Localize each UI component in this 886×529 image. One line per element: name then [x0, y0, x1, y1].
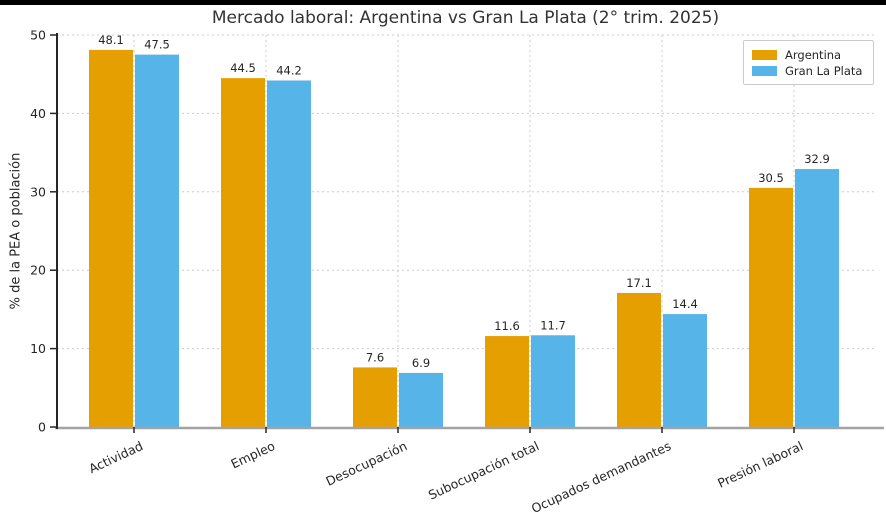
bar-gran-la-plata [795, 169, 839, 427]
bar-value-label: 11.6 [494, 319, 520, 333]
y-tick-label: 30 [30, 184, 46, 199]
legend-item-gran-la-plata: Gran La Plata [752, 63, 865, 79]
bar-gran-la-plata [399, 372, 443, 427]
legend-label-gran-la-plata: Gran La Plata [785, 64, 863, 78]
bar-value-label: 32.9 [804, 152, 830, 166]
bar-value-label: 11.7 [540, 318, 566, 332]
bar-argentina [221, 78, 265, 428]
bar-gran-la-plata [135, 54, 179, 427]
bar-value-label: 7.6 [366, 350, 384, 364]
legend-swatch-gran-la-plata [752, 66, 777, 76]
bar-argentina [485, 336, 529, 427]
y-tick-label: 50 [30, 28, 46, 43]
x-category-label: Desocupación [323, 438, 409, 489]
bar-argentina [749, 187, 793, 427]
bar-value-label: 30.5 [758, 171, 784, 185]
legend: Argentina Gran La Plata [743, 40, 874, 85]
bar-gran-la-plata [267, 80, 311, 428]
bar-value-label: 6.9 [412, 356, 430, 370]
chart-title: Mercado laboral: Argentina vs Gran La Pl… [211, 8, 720, 28]
bar-value-label: 48.1 [98, 33, 124, 47]
bar-value-label: 44.2 [276, 63, 302, 77]
x-category-label: Actividad [86, 438, 145, 476]
bar-value-label: 44.5 [230, 61, 256, 75]
y-tick-label: 10 [30, 341, 46, 356]
legend-label-argentina: Argentina [785, 48, 842, 62]
top-border-strip [0, 0, 886, 5]
legend-swatch-argentina [752, 50, 777, 60]
bar-gran-la-plata [531, 335, 575, 427]
bar-argentina [353, 367, 397, 427]
bar-argentina [617, 292, 661, 427]
x-category-label: Ocupados demandantes [529, 438, 673, 516]
x-category-label: Presión laboral [715, 438, 805, 491]
bar-value-label: 14.4 [672, 297, 698, 311]
y-tick-label: 0 [38, 420, 46, 435]
y-tick-label: 40 [30, 106, 46, 121]
bar-value-label: 47.5 [144, 38, 170, 52]
x-category-label: Empleo [228, 438, 277, 471]
legend-item-argentina: Argentina [752, 47, 865, 63]
bar-argentina [89, 49, 133, 428]
bar-value-label: 17.1 [626, 276, 652, 290]
bar-gran-la-plata [663, 314, 707, 427]
x-category-label: Subocupación total [426, 438, 541, 502]
y-tick-label: 20 [30, 263, 46, 278]
